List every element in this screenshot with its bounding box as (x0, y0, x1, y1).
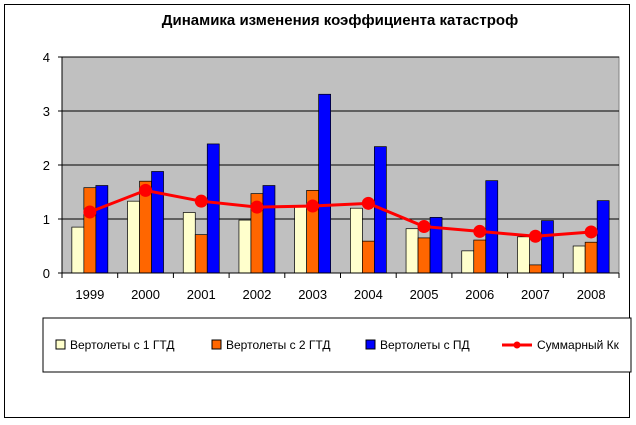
x-tick-label-2003: 2003 (298, 287, 327, 302)
bar-1999-1 (71, 226, 85, 274)
bar-2001-2 (194, 234, 208, 274)
bar-2001-3 (206, 143, 220, 274)
x-tick-label-2007: 2007 (521, 287, 550, 302)
bar-2006-2 (473, 239, 487, 274)
total-line (83, 183, 598, 243)
bar-2008-1 (572, 245, 586, 274)
bar-2008-3 (596, 200, 610, 274)
x-tick-label-2005: 2005 (410, 287, 439, 302)
point-2008 (584, 225, 598, 239)
y-tick-label-4: 4 (43, 50, 50, 65)
x-tick-label-2002: 2002 (242, 287, 271, 302)
bar-2005-2 (417, 237, 431, 274)
y-tick-label-2: 2 (43, 158, 50, 173)
bar-2005-1 (405, 228, 419, 274)
bar-2005-3 (429, 217, 443, 274)
bar-2004-2 (362, 240, 375, 274)
bar-2003-1 (294, 206, 307, 274)
x-tick-label-2008: 2008 (577, 287, 606, 302)
legend (42, 317, 632, 373)
point-2003 (306, 199, 320, 213)
bar-2004-1 (350, 207, 363, 274)
bar-2007-2 (529, 264, 542, 274)
y-tick-label-1: 1 (43, 212, 50, 227)
y-tick-label-3: 3 (43, 104, 50, 119)
bar-2006-3 (485, 180, 499, 274)
legend-marker (513, 341, 521, 349)
chart-title: Динамика изменения коэффициента катастро… (162, 12, 518, 29)
line-total (89, 188, 592, 238)
legend-swatch-2 (211, 339, 222, 350)
bar-1999-3 (95, 185, 109, 274)
legend-swatch-1 (55, 339, 66, 350)
bar-1999-2 (83, 187, 97, 274)
point-2000 (139, 183, 153, 197)
point-1999 (83, 205, 97, 219)
bar-2007-1 (517, 236, 530, 274)
legend-label-4: Суммарный Кк (537, 338, 620, 352)
point-2007 (528, 229, 542, 243)
axes (58, 56, 620, 278)
legend-swatch-3 (365, 339, 376, 350)
x-tick-labels: 1999 2000 2001 2002 2003 2004 2005 2006 2007 2008 (75, 287, 605, 302)
x-tick-label-2000: 2000 (131, 287, 160, 302)
legend-entries: Вертолеты с 1 ГТД Вертолеты с 2 ГТД Вертол… (55, 338, 620, 352)
x-tick-label-2001: 2001 (187, 287, 216, 302)
point-2002 (250, 200, 264, 214)
bar-2006-1 (461, 250, 475, 274)
x-tick-label-2004: 2004 (354, 287, 383, 302)
bar-2000-3 (151, 171, 164, 274)
point-2001 (194, 194, 208, 208)
bar-2000-1 (127, 200, 140, 274)
bar-2003-3 (318, 93, 331, 274)
bar-2002-3 (262, 185, 276, 274)
bar-2002-1 (238, 219, 252, 274)
legend-label-1: Вертолеты с 1 ГТД (70, 338, 175, 352)
bar-2008-2 (584, 241, 598, 274)
bar-2007-3 (541, 220, 554, 274)
point-2004 (361, 196, 375, 210)
x-tick-label-1999: 1999 (75, 287, 104, 302)
bar-2001-1 (182, 212, 196, 274)
x-tick-label-2006: 2006 (465, 287, 494, 302)
point-2005 (417, 220, 431, 234)
point-2006 (473, 224, 487, 238)
legend-label-3: Вертолеты с ПД (380, 338, 470, 352)
bars (71, 93, 610, 274)
y-tick-labels: 0 1 2 3 4 (43, 50, 50, 281)
y-tick-label-0: 0 (43, 266, 50, 281)
legend-label-2: Вертолеты с 2 ГТД (226, 338, 331, 352)
